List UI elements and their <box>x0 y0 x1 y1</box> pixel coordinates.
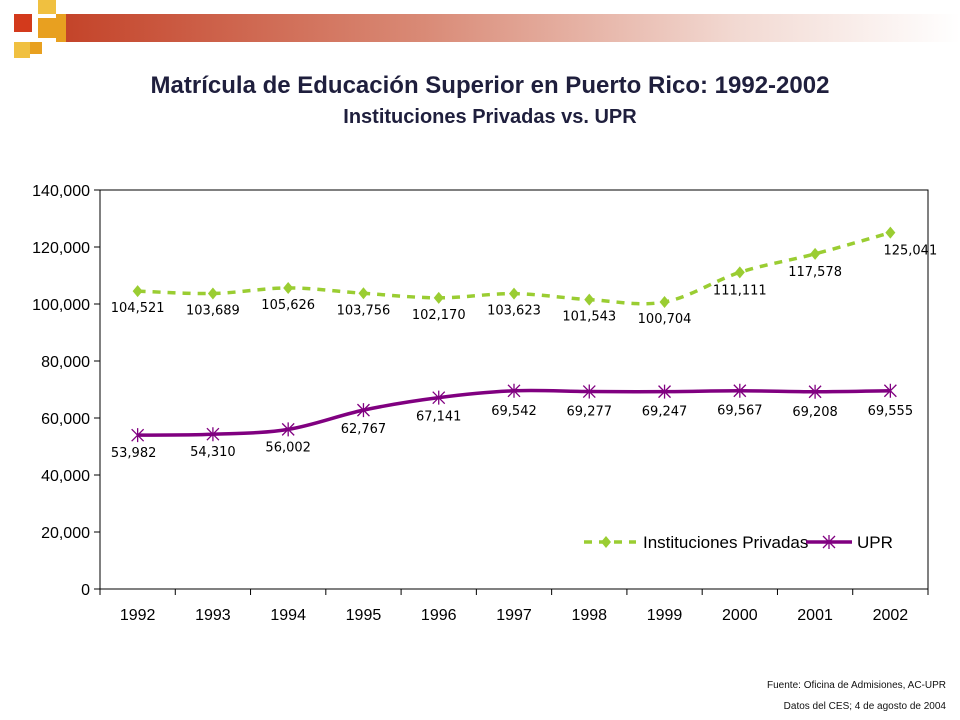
chart-title: Matrícula de Educación Superior en Puert… <box>150 72 830 99</box>
title-block: Matrícula de Educación Superior en Puert… <box>0 72 960 129</box>
y-tick-label: 80,000 <box>41 354 90 371</box>
x-tick-label: 2000 <box>722 607 758 624</box>
y-tick-label: 20,000 <box>41 525 90 542</box>
deco-square-orange-5 <box>30 42 42 54</box>
data-label-privadas-1992: 104,521 <box>111 301 165 316</box>
data-label-privadas-2001: 117,578 <box>788 265 842 280</box>
x-tick-label: 2002 <box>873 607 909 624</box>
y-tick-label: 40,000 <box>41 468 90 485</box>
data-label-upr-1992: 53,982 <box>111 446 157 461</box>
legend-label-privadas: Instituciones Privadas <box>643 533 808 552</box>
point-upr-1993 <box>206 427 220 442</box>
data-label-upr-1999: 69,247 <box>642 405 688 420</box>
chart-subtitle: Instituciones Privadas vs. UPR <box>343 106 637 128</box>
data-label-privadas-2000: 111,111 <box>713 283 767 298</box>
y-tick-label: 100,000 <box>32 297 90 314</box>
x-tick-label: 1995 <box>346 607 382 624</box>
point-privadas-1996 <box>433 291 444 304</box>
y-tick-label: 60,000 <box>41 411 90 428</box>
point-privadas-2001 <box>810 247 821 260</box>
deco-square-red-1 <box>14 14 32 32</box>
data-label-privadas-1994: 105,626 <box>261 298 315 313</box>
data-label-upr-2000: 69,567 <box>717 404 763 419</box>
point-upr-2002 <box>883 383 897 398</box>
data-label-privadas-1996: 102,170 <box>412 308 466 323</box>
data-label-upr-1996: 67,141 <box>416 410 462 425</box>
data-label-privadas-2002: 125,041 <box>883 244 937 259</box>
point-upr-1998 <box>582 384 596 399</box>
point-privadas-1992 <box>132 285 143 298</box>
data-label-upr-1998: 69,277 <box>567 405 613 420</box>
data-label-upr-2002: 69,555 <box>868 404 914 419</box>
x-tick-label: 1996 <box>421 607 457 624</box>
source-line-1: Fuente: Oficina de Admisiones, AC-UPR <box>767 680 946 691</box>
point-privadas-1993 <box>207 287 218 300</box>
point-upr-1992 <box>131 428 145 443</box>
x-tick-label: 1999 <box>647 607 683 624</box>
point-privadas-1997 <box>509 287 519 300</box>
data-label-privadas-1997: 103,623 <box>487 304 541 319</box>
data-label-upr-1995: 62,767 <box>341 422 387 437</box>
point-privadas-2002 <box>885 226 896 239</box>
data-label-privadas-1999: 100,704 <box>638 312 692 327</box>
y-tick-label: 120,000 <box>32 240 90 257</box>
y-tick-label: 0 <box>81 582 90 599</box>
data-label-privadas-1998: 101,543 <box>562 310 616 325</box>
point-upr-1995 <box>356 403 370 418</box>
data-label-privadas-1993: 103,689 <box>186 303 240 318</box>
data-label-upr-1997: 69,542 <box>491 404 537 419</box>
source-line-2: Datos del CES; 4 de agosto de 2004 <box>783 701 946 712</box>
point-privadas-1998 <box>584 293 595 306</box>
deco-square-orange-3 <box>38 18 56 38</box>
point-upr-1999 <box>658 384 672 399</box>
deco-square-orange-4 <box>14 42 30 58</box>
data-label-upr-1993: 54,310 <box>190 445 236 460</box>
legend-marker-upr <box>822 535 836 549</box>
point-privadas-1995 <box>358 287 369 300</box>
point-upr-2000 <box>733 383 747 398</box>
point-privadas-2000 <box>734 266 745 279</box>
deco-square-orange-1 <box>38 0 56 14</box>
data-label-upr-1994: 56,002 <box>265 440 311 455</box>
point-upr-1997 <box>507 383 521 398</box>
plot-area-frame <box>99 189 929 590</box>
x-tick-label: 1997 <box>496 607 532 624</box>
point-privadas-1994 <box>283 281 294 294</box>
deco-square-orange-2 <box>56 14 66 42</box>
point-upr-1996 <box>432 390 446 405</box>
point-privadas-1999 <box>659 295 670 308</box>
data-label-upr-2001: 69,208 <box>792 405 838 420</box>
x-tick-label: 1993 <box>195 607 231 624</box>
x-tick-label: 1992 <box>120 607 156 624</box>
y-tick-label: 140,000 <box>32 183 90 200</box>
x-tick-label: 1994 <box>270 607 306 624</box>
x-tick-label: 2001 <box>797 607 833 624</box>
legend-label-upr: UPR <box>857 533 893 552</box>
legend-marker-privadas <box>601 536 611 548</box>
point-upr-2001 <box>808 384 822 399</box>
x-tick-label: 1998 <box>571 607 607 624</box>
data-label-privadas-1995: 103,756 <box>337 303 391 318</box>
point-upr-1994 <box>281 422 295 437</box>
header-gradient-bar <box>66 14 960 42</box>
